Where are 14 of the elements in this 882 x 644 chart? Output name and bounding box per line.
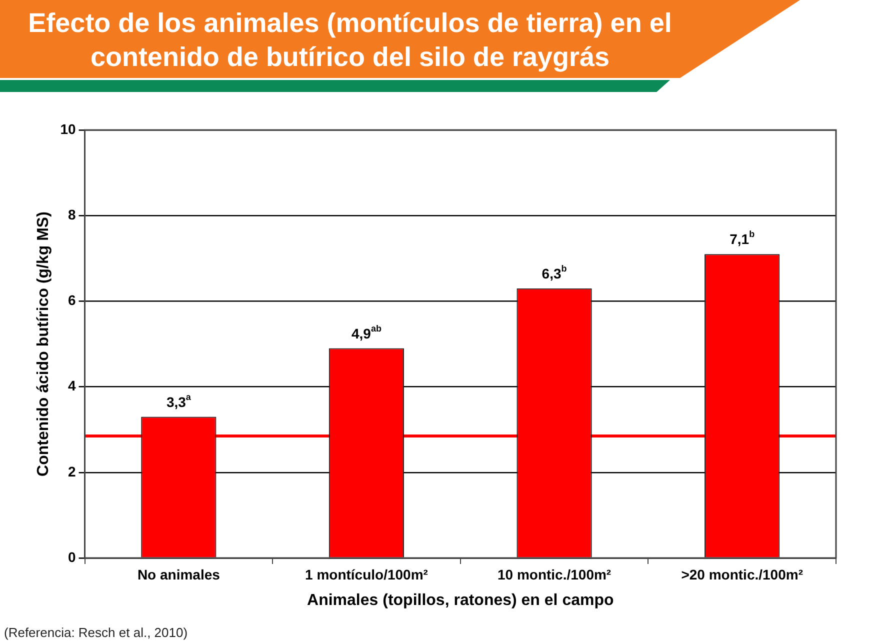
chart-title: Efecto de los animales (montículos de tierra) en el contenido de butírico del silo de raygrás: [27, 7, 673, 74]
y-tick-label: 6: [68, 292, 76, 308]
y-tick-label: 10: [60, 120, 76, 137]
y-tick-label: 0: [68, 548, 76, 565]
y-tick-label: 2: [68, 463, 76, 480]
y-tick-label: 8: [68, 206, 76, 222]
x-tick-label: No animales: [137, 566, 220, 582]
y-tick-label: 4: [68, 378, 76, 394]
x-tick-label: >20 montic./100m²: [681, 566, 804, 582]
x-tick-label: 10 montic./100m²: [497, 566, 612, 582]
x-axis-title: Animales (topillos, ratones) en el campo: [307, 592, 614, 609]
y-axis-title: Contenido ácido butírico (g/kg MS): [35, 212, 52, 476]
x-tick-label: 1 montículo/100m²: [305, 566, 428, 582]
text: (Referencia: Resch et al., 2010): [4, 625, 188, 640]
